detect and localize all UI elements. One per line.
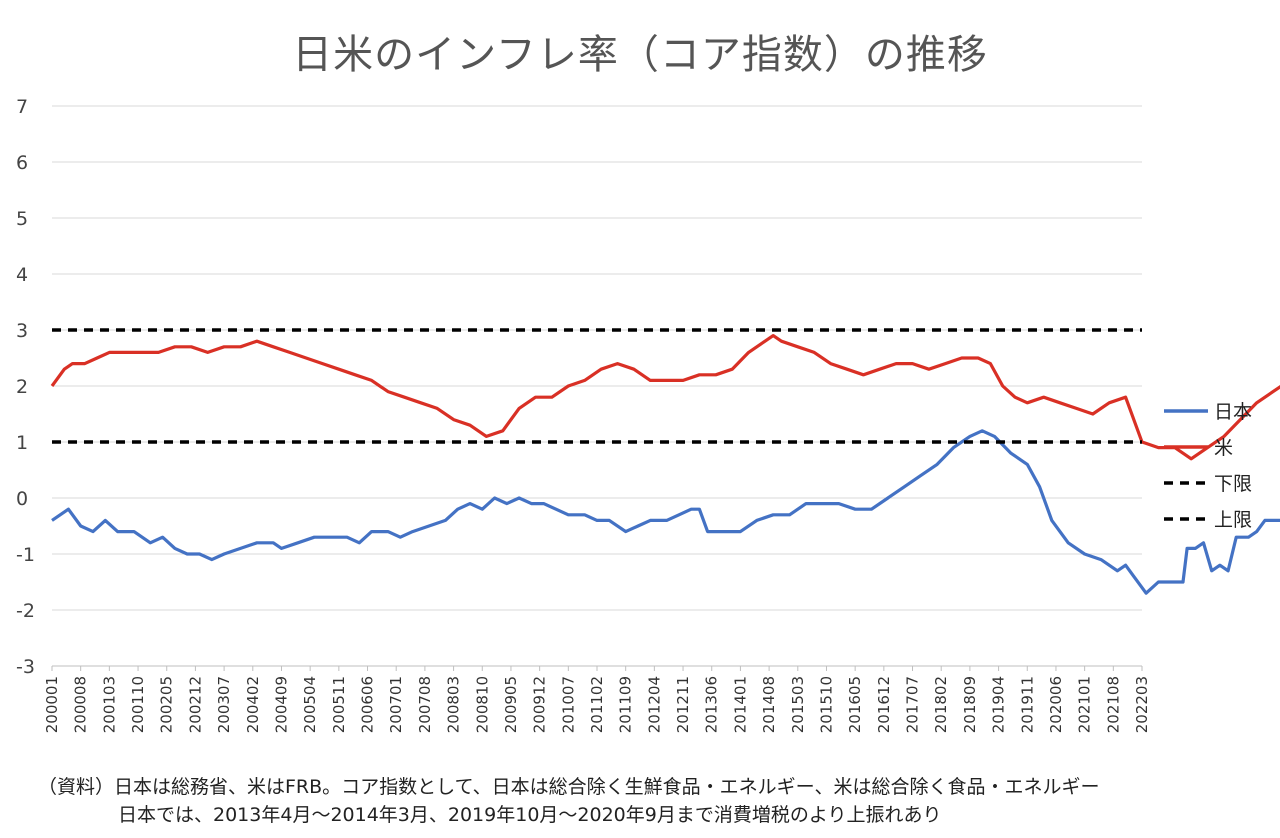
y-tick-label: 6 [16, 152, 28, 174]
x-tick-label: 201102 [588, 676, 606, 733]
y-tick-label: 3 [16, 320, 28, 342]
x-tick-label: 200205 [158, 676, 176, 733]
x-tick-label: 202108 [1104, 676, 1122, 733]
x-tick-label: 201911 [1018, 676, 1036, 733]
x-tick-label: 201707 [904, 676, 922, 733]
y-tick-label: 4 [16, 264, 28, 286]
x-tick-label: 200110 [129, 676, 147, 733]
legend-label: 下限 [1214, 473, 1252, 495]
x-tick-label: 200409 [272, 676, 290, 733]
x-tick-label: 200001 [43, 676, 61, 733]
y-tick-label: -3 [16, 656, 35, 678]
x-tick-label: 202006 [1047, 676, 1065, 733]
y-tick-label: 7 [16, 96, 28, 118]
x-tick-label: 201109 [617, 676, 635, 733]
y-axis: 7 6 5 4 3 2 1 0 -1 -2 -3 [16, 96, 35, 678]
x-tick-label: 201802 [932, 676, 950, 733]
x-tick-label: 201904 [990, 676, 1008, 733]
x-tick-label: 200803 [445, 676, 463, 733]
y-tick-label: -2 [16, 600, 35, 622]
x-tick-label: 200103 [100, 676, 118, 733]
x-tick-label: 201211 [674, 676, 692, 733]
x-tick-label: 200307 [215, 676, 233, 733]
y-tick-label: 5 [16, 208, 28, 230]
x-tick-label: 200708 [416, 676, 434, 733]
chart-title: 日米のインフレ率（コア指数）の推移 [292, 32, 988, 78]
x-tick-label: 201306 [703, 676, 721, 733]
x-tick-label: 202101 [1076, 676, 1094, 733]
source-note: （資料）日本は総務省、米はFRB。コア指数として、日本は総合除く生鮮食品・エネル… [38, 776, 1100, 798]
y-tick-label: 0 [16, 488, 28, 510]
x-tick-label: 200701 [387, 676, 405, 733]
x-tick-label: 200905 [502, 676, 520, 733]
y-tick-label: 1 [16, 432, 28, 454]
legend-label: 日本 [1214, 401, 1252, 423]
legend-label: 米 [1214, 437, 1233, 459]
x-tick-label: 201605 [846, 676, 864, 733]
x-tick-label: 200810 [473, 676, 491, 733]
legend-label: 上限 [1214, 509, 1252, 531]
tax-note: 日本では、2013年4月～2014年3月、2019年10月～2020年9月まで消… [118, 804, 942, 826]
series-group [50, 328, 1280, 595]
x-tick-label: 200504 [301, 676, 319, 733]
gridlines [52, 105, 1142, 667]
x-tick-label: 200212 [186, 676, 204, 733]
x-tick-label: 201809 [961, 676, 979, 733]
series-line-japan [51, 429, 1280, 595]
x-tick-label: 200511 [330, 676, 348, 733]
x-tick-label: 201503 [789, 676, 807, 733]
x-axis: 200001 200008 200103 200110 200205 200212 2003… [43, 665, 1151, 733]
y-tick-label: -1 [16, 544, 35, 566]
x-tick-label: 201401 [731, 676, 749, 733]
x-tick-label: 201612 [875, 676, 893, 733]
x-tick-label: 202203 [1133, 676, 1151, 733]
x-tick-label: 200912 [531, 676, 549, 733]
x-tick-label: 201510 [817, 676, 835, 733]
x-tick-label: 200008 [72, 676, 90, 733]
x-tick-label: 201408 [760, 676, 778, 733]
series-line-us [50, 334, 1280, 461]
x-tick-label: 201204 [645, 676, 663, 733]
y-tick-label: 2 [16, 376, 28, 398]
x-tick-label: 200606 [359, 676, 377, 733]
x-tick-label: 200402 [244, 676, 262, 733]
x-tick-label: 201007 [559, 676, 577, 733]
